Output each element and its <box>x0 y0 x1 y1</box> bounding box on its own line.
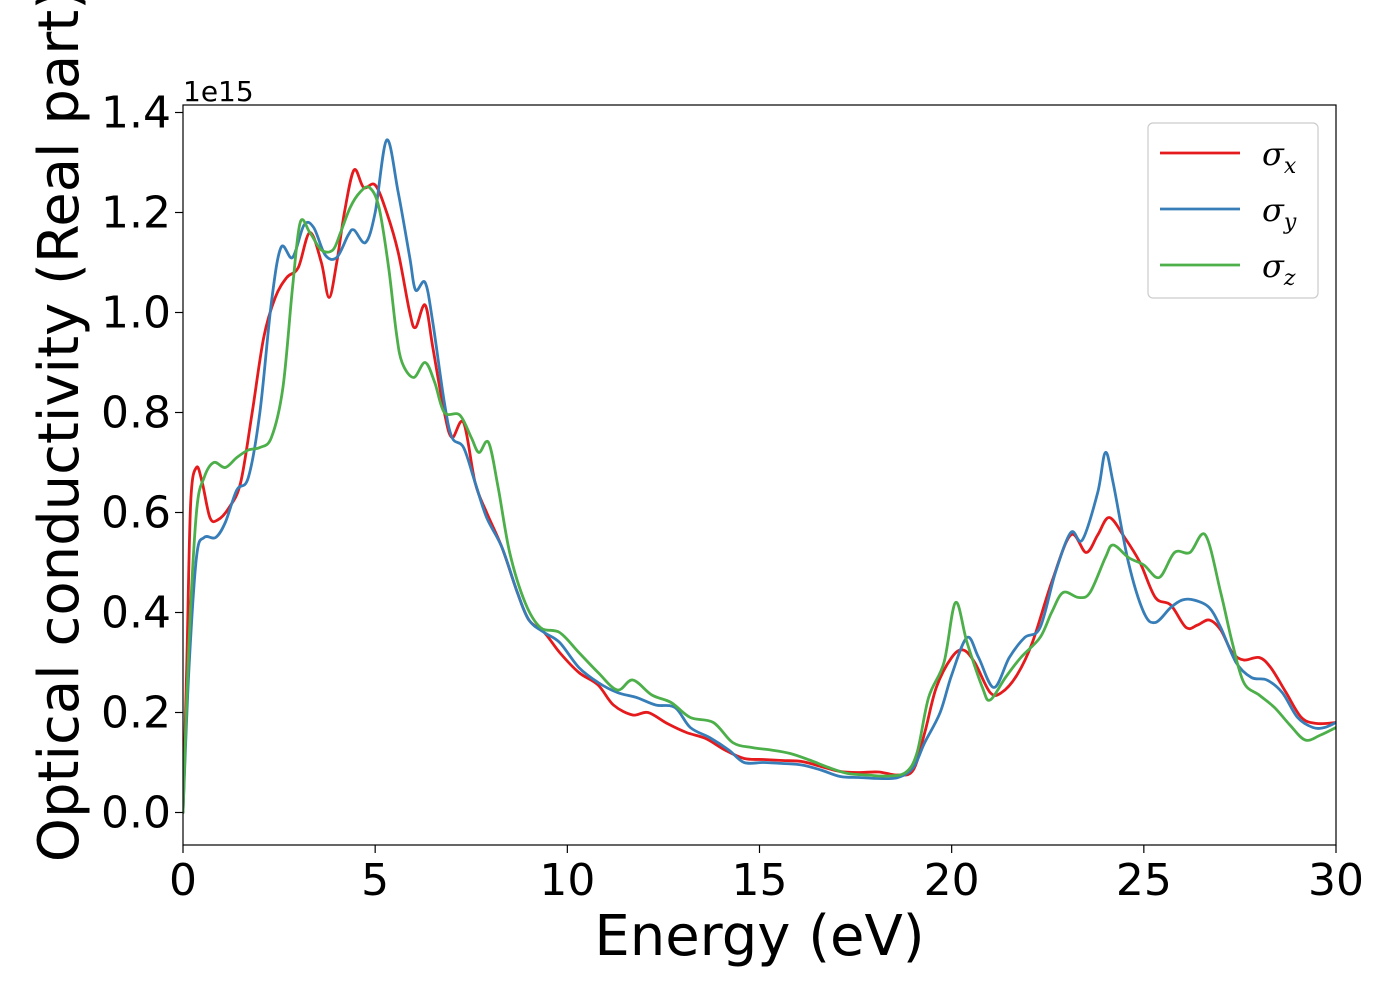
series-line-sigma-z <box>183 185 1336 814</box>
series-line-sigma-x <box>183 168 1336 814</box>
legend: σx σy σz <box>1147 122 1319 299</box>
legend-label-sigma-y: σy <box>1262 191 1297 235</box>
y-axis: 0.0 0.2 0.4 0.6 0.8 1.0 1.2 1.4 <box>101 88 183 839</box>
x-tick-label: 30 <box>1308 855 1364 906</box>
legend-box <box>1147 122 1319 299</box>
x-tick-label: 25 <box>1116 855 1172 906</box>
x-axis-label: Energy (eV) <box>594 904 924 969</box>
y-tick-label: 0.2 <box>101 688 171 739</box>
y-axis-label: Optical conductivity (Real part) <box>27 0 92 862</box>
y-tick-label: 0.4 <box>101 588 171 639</box>
y-tick-label: 1.0 <box>101 288 171 339</box>
x-tick-label: 5 <box>361 855 389 906</box>
y-tick-label: 0.0 <box>101 788 171 839</box>
y-tick-label: 0.6 <box>101 488 171 539</box>
series-layer <box>183 138 1336 814</box>
y-offset-label: 1e15 <box>183 75 254 108</box>
legend-label-sigma-x: σx <box>1262 135 1297 179</box>
y-tick-label: 0.8 <box>101 388 171 439</box>
y-tick-label: 1.2 <box>101 188 171 239</box>
x-tick-label: 15 <box>732 855 788 906</box>
x-axis: 0 5 10 15 20 25 30 <box>169 845 1364 906</box>
x-tick-label: 0 <box>169 855 197 906</box>
x-tick-label: 20 <box>924 855 980 906</box>
y-tick-label: 1.4 <box>101 88 171 139</box>
legend-label-sigma-z: σz <box>1262 247 1296 291</box>
series-line-sigma-y <box>183 138 1336 814</box>
x-tick-label: 10 <box>539 855 595 906</box>
